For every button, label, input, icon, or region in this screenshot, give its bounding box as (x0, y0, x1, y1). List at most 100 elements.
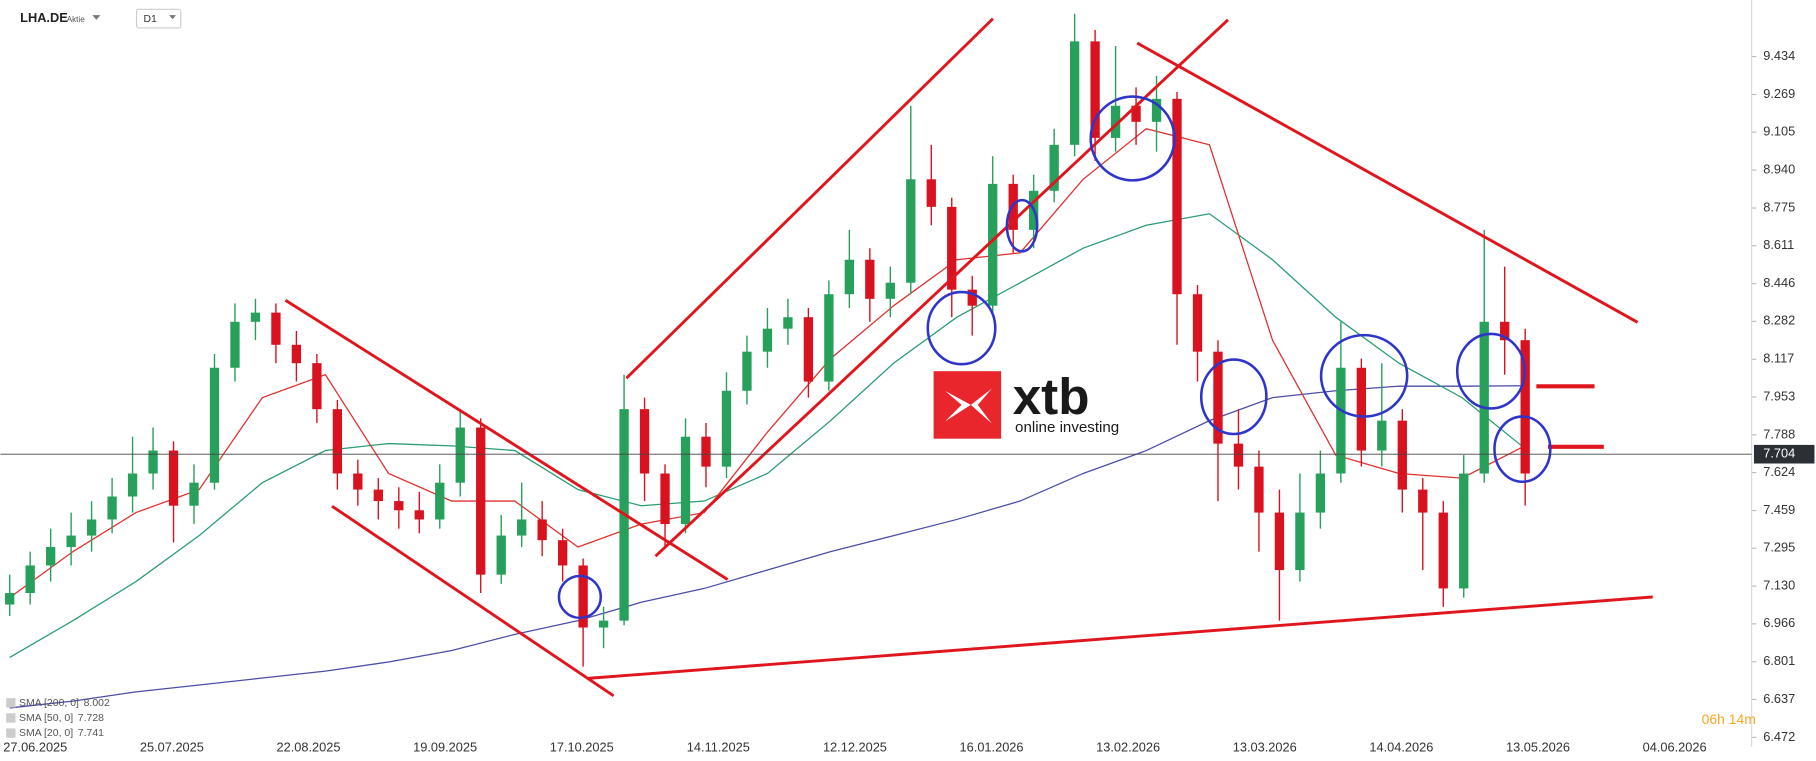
x-tick-label: 19.09.2025 (413, 740, 477, 755)
legend-icon (6, 698, 16, 708)
y-tick-label: 7.788 (1763, 426, 1795, 441)
candle-body (1315, 473, 1326, 513)
y-tick-label: 6.801 (1763, 653, 1795, 668)
legend-name: SMA [200, 0] (19, 698, 79, 709)
highlight-circle (1319, 333, 1409, 418)
candle-body (1356, 367, 1366, 451)
highlight-circle (1199, 358, 1268, 436)
candle-body (66, 535, 76, 548)
sma-line (9, 385, 1526, 709)
candle-body (557, 540, 568, 566)
countdown: 06h 14m (1702, 711, 1756, 727)
trend-line (587, 595, 1653, 680)
candle-body (5, 593, 15, 605)
candle-body (476, 427, 486, 575)
candle-body (1049, 144, 1059, 191)
dropdown-arrow[interactable] (92, 15, 101, 20)
x-tick-label: 27.06.2025 (3, 740, 67, 755)
highlight-circle (1493, 415, 1552, 484)
candle-body (230, 321, 240, 368)
candle-body (1131, 105, 1141, 122)
y-tick-label: 7.130 (1763, 578, 1795, 593)
logo: xtb online investing (933, 368, 1119, 439)
x-tick-label: 14.04.2026 (1369, 740, 1433, 755)
candle-body (1500, 321, 1510, 341)
x-tick-label: 22.08.2025 (277, 740, 341, 755)
candle-body (824, 294, 834, 382)
legend-value: 8.002 (84, 698, 110, 709)
trend-line (625, 17, 994, 380)
highlight-circle (926, 290, 997, 366)
candle-body (496, 535, 506, 575)
highlight-circle (557, 574, 603, 620)
header: LHA.DE Aktie D1 (20, 8, 182, 29)
candle-body (1397, 420, 1407, 490)
x-tick-label: 13.05.2026 (1506, 740, 1570, 755)
x-tick-label: 25.07.2025 (140, 740, 204, 755)
candle-body (660, 473, 670, 525)
x-tick-label: 12.12.2025 (823, 740, 887, 755)
y-tick-label: 7.624 (1763, 464, 1795, 479)
candle-body (1479, 321, 1489, 474)
dropdown-arrow (169, 15, 177, 20)
candle-body (189, 482, 199, 506)
candle-body (1377, 420, 1387, 451)
candle-body (209, 367, 220, 483)
candle-body (947, 206, 957, 290)
candle-body (168, 450, 179, 506)
legend-value: 7.741 (78, 728, 104, 739)
logo-tagline: online investing (1015, 419, 1119, 436)
candle-body (906, 179, 916, 283)
logo-mark (945, 388, 992, 424)
highlight-circle (1089, 95, 1176, 182)
y-tick-label: 7.953 (1763, 388, 1795, 403)
x-tick-label: 17.10.2025 (550, 740, 614, 755)
candle-body (394, 501, 404, 511)
x-tick-label: 14.11.2025 (687, 740, 750, 755)
sma-line (9, 127, 1526, 599)
trend-line (654, 18, 1229, 558)
y-tick-label: 6.966 (1763, 615, 1795, 630)
candle-body (578, 565, 588, 628)
candle-body (312, 363, 322, 410)
candle-body (742, 351, 752, 391)
x-tick-label: 16.01.2026 (960, 740, 1024, 755)
candle-body (783, 317, 793, 329)
x-tick-label: 13.03.2026 (1233, 740, 1297, 755)
x-tick-label: 13.02.2026 (1096, 740, 1160, 755)
y-tick-label: 7.295 (1763, 540, 1795, 555)
legend-icon (6, 728, 16, 738)
highlight-circle (1005, 198, 1039, 253)
candle-body (353, 473, 363, 490)
candle-body (107, 496, 117, 520)
candle-body (967, 289, 977, 306)
annotations (284, 17, 1653, 698)
y-tick-label: 8.940 (1763, 161, 1795, 176)
y-tick-label: 9.269 (1763, 86, 1795, 101)
y-tick-label: 7.459 (1763, 502, 1795, 517)
legend-value: 7.728 (78, 713, 104, 724)
instrument-type: Aktie (67, 15, 86, 24)
candle-body (537, 519, 547, 541)
candle-body (291, 344, 302, 364)
candle-body (455, 427, 465, 483)
candle-body (1418, 489, 1428, 513)
candle-body (332, 409, 343, 474)
candle-body (373, 489, 383, 502)
candle-body (1233, 443, 1244, 467)
candle-body (271, 312, 281, 345)
candle-body (148, 450, 158, 474)
candle-body (1438, 512, 1448, 589)
candle-body (598, 620, 609, 628)
y-tick-label: 6.472 (1763, 729, 1795, 744)
legend-name: SMA [20, 0] (19, 728, 73, 739)
candle-body (25, 565, 35, 594)
highlight-circle (1455, 332, 1526, 410)
y-tick-label: 8.446 (1763, 275, 1795, 290)
y-tick-label: 8.117 (1763, 351, 1794, 366)
candle-body (988, 183, 998, 306)
timeframe-select[interactable] (135, 8, 182, 29)
candle-body (1213, 351, 1223, 444)
